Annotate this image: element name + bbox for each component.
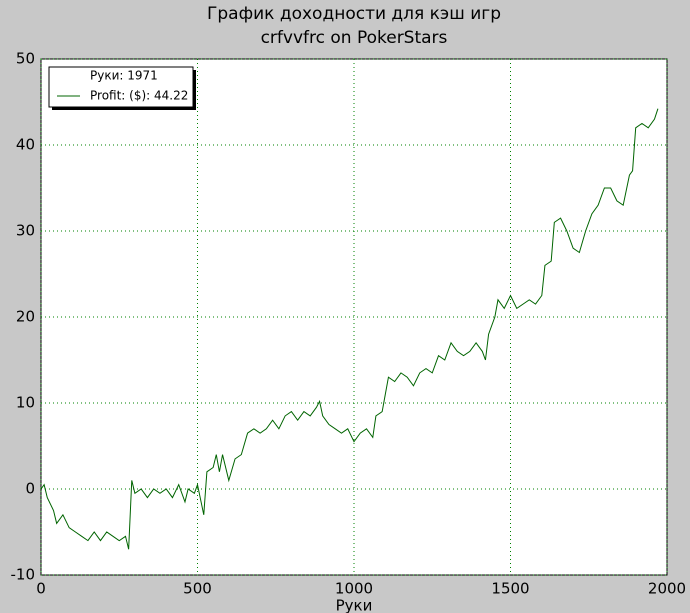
y-tick-label: -10 — [11, 566, 36, 584]
legend — [48, 66, 194, 108]
legend-header: Руки: 1971 — [90, 69, 158, 83]
chart-title: График доходности для кэш игр — [207, 4, 501, 24]
x-tick-label: 1000 — [335, 580, 373, 598]
x-tick-label: 1500 — [491, 580, 529, 598]
y-tick-label: 20 — [16, 308, 35, 326]
chart-subtitle: crfvvfrc on PokerStars — [261, 28, 448, 48]
x-tick-label: 2000 — [648, 580, 686, 598]
y-tick-label: 40 — [16, 136, 35, 154]
y-tick-label: 10 — [16, 394, 35, 412]
x-tick-label: 0 — [36, 580, 46, 598]
y-tick-label: 30 — [16, 222, 35, 240]
y-tick-label: 0 — [25, 480, 35, 498]
line — [40, 108, 659, 550]
x-axis-label: Руки — [336, 597, 373, 613]
x-tick-label: 500 — [183, 580, 212, 598]
y-tick-label: 50 — [16, 50, 35, 68]
legend-label: Profit: ($): 44.22 — [90, 89, 188, 103]
